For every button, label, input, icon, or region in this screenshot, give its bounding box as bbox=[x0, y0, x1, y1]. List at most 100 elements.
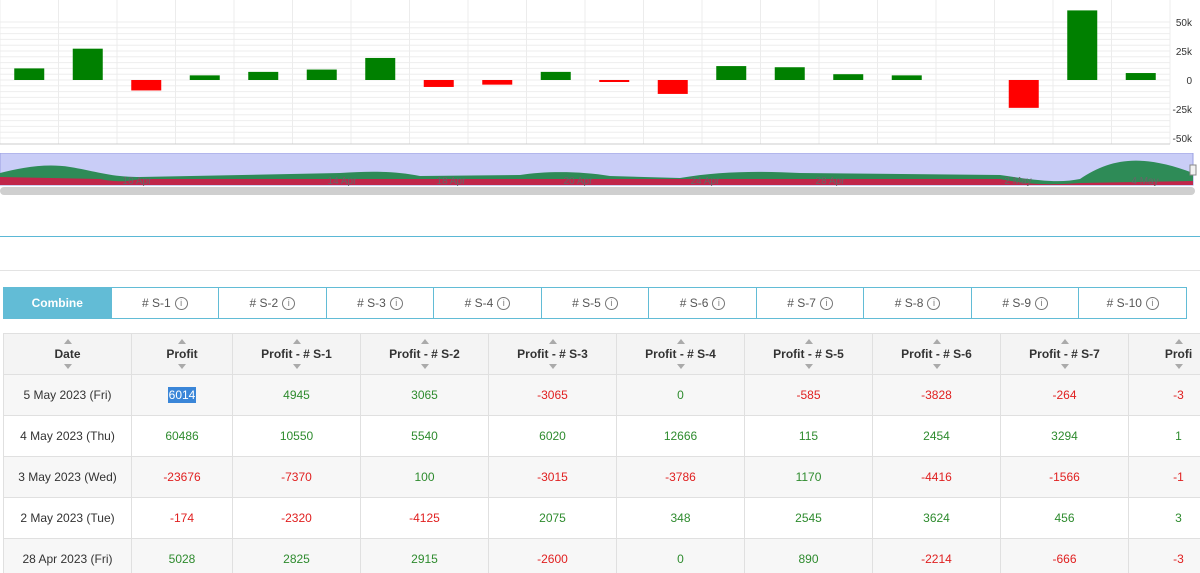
sort-up-icon bbox=[178, 339, 186, 344]
info-icon[interactable]: i bbox=[282, 297, 295, 310]
profit-cell: -4416 bbox=[873, 457, 1001, 498]
info-icon[interactable]: i bbox=[1035, 297, 1048, 310]
profit-cell: -3 bbox=[1129, 375, 1200, 416]
column-header-label: Profit bbox=[166, 347, 197, 361]
chart-bar[interactable] bbox=[775, 67, 805, 80]
profit-cell: -7370 bbox=[233, 457, 361, 498]
column-header[interactable]: Profit - # S-1 bbox=[233, 334, 361, 375]
profit-cell: 2454 bbox=[873, 416, 1001, 457]
date-cell: 28 Apr 2023 (Fri) bbox=[4, 539, 132, 573]
chart-bar[interactable] bbox=[307, 70, 337, 80]
sort-up-icon bbox=[293, 339, 301, 344]
navigator-label: 24 Apr bbox=[691, 176, 721, 187]
chart-bar[interactable] bbox=[541, 72, 571, 80]
profit-cell: 60486 bbox=[132, 416, 233, 457]
selected-value[interactable]: 6014 bbox=[168, 387, 197, 403]
profit-cell: -174 bbox=[132, 498, 233, 539]
date-cell: 5 May 2023 (Fri) bbox=[4, 375, 132, 416]
chart-bar[interactable] bbox=[716, 66, 746, 80]
column-header[interactable]: Profit - # S-4 bbox=[617, 334, 745, 375]
chart-bar[interactable] bbox=[1009, 80, 1039, 108]
navigator-label: 28 Apr bbox=[816, 176, 846, 187]
profit-cell: 1170 bbox=[745, 457, 873, 498]
chart-bar[interactable] bbox=[658, 80, 688, 94]
profit-table-container[interactable]: Date Profit Profit - # S-1 Profit - # S-2 Pr… bbox=[3, 333, 1200, 573]
profit-cell: 0 bbox=[617, 375, 745, 416]
chart-bar[interactable] bbox=[892, 75, 922, 80]
sort-down-icon bbox=[1061, 364, 1069, 369]
sort-down-icon bbox=[64, 364, 72, 369]
chart-bar[interactable] bbox=[599, 80, 629, 82]
navigator-label: 4 May bbox=[1131, 176, 1158, 187]
y-tick-label: 0 bbox=[1186, 76, 1192, 87]
info-icon[interactable]: i bbox=[1146, 297, 1159, 310]
column-header[interactable]: Profit - # S-3 bbox=[489, 334, 617, 375]
info-icon[interactable]: i bbox=[175, 297, 188, 310]
profit-cell: -264 bbox=[1001, 375, 1129, 416]
column-header[interactable]: Profit - # S-5 bbox=[745, 334, 873, 375]
tab-s-10[interactable]: # S-10 i bbox=[1079, 287, 1187, 319]
info-icon[interactable]: i bbox=[605, 297, 618, 310]
navigator-handle[interactable] bbox=[1190, 165, 1196, 175]
tab-s-9[interactable]: # S-9 i bbox=[972, 287, 1080, 319]
column-header[interactable]: Date bbox=[4, 334, 132, 375]
column-header[interactable]: Profit - # S-7 bbox=[1001, 334, 1129, 375]
info-icon[interactable]: i bbox=[927, 297, 940, 310]
profit-cell: -3786 bbox=[617, 457, 745, 498]
tab-combine[interactable]: Combine bbox=[3, 287, 112, 319]
y-tick-label: -50k bbox=[1173, 134, 1193, 145]
chart-bar[interactable] bbox=[1067, 10, 1097, 80]
chart-bar[interactable] bbox=[1126, 73, 1156, 80]
sort-down-icon bbox=[178, 364, 186, 369]
info-icon[interactable]: i bbox=[712, 297, 725, 310]
profit-cell: 0 bbox=[617, 539, 745, 573]
profit-cell: 5028 bbox=[132, 539, 233, 573]
chart-bar[interactable] bbox=[248, 72, 278, 80]
profit-cell: -2600 bbox=[489, 539, 617, 573]
chart-bar[interactable] bbox=[14, 68, 44, 80]
column-header[interactable]: Profit bbox=[132, 334, 233, 375]
sort-down-icon bbox=[293, 364, 301, 369]
info-icon[interactable]: i bbox=[820, 297, 833, 310]
profit-table: Date Profit Profit - # S-1 Profit - # S-2 Pr… bbox=[3, 333, 1200, 573]
chart-bar[interactable] bbox=[73, 49, 103, 80]
chart-bar[interactable] bbox=[131, 80, 161, 90]
chart-bar[interactable] bbox=[365, 58, 395, 80]
sort-up-icon bbox=[64, 339, 72, 344]
profit-cell: -4125 bbox=[361, 498, 489, 539]
column-header[interactable]: Profit - # S-6 bbox=[873, 334, 1001, 375]
profit-cell: -1566 bbox=[1001, 457, 1129, 498]
profit-cell: -3 bbox=[1129, 539, 1200, 573]
sort-down-icon bbox=[549, 364, 557, 369]
column-header-label: Profit - # S-2 bbox=[389, 347, 460, 361]
chart-bar[interactable] bbox=[482, 80, 512, 85]
chart-bar[interactable] bbox=[424, 80, 454, 87]
navigator-scrollbar[interactable] bbox=[0, 187, 1195, 195]
chart-bar[interactable] bbox=[190, 75, 220, 80]
column-header-label: Profit - # S-4 bbox=[645, 347, 716, 361]
tab-label: # S-9 bbox=[1002, 296, 1031, 310]
column-header[interactable]: Profit - # S-2 bbox=[361, 334, 489, 375]
info-icon[interactable]: i bbox=[390, 297, 403, 310]
sort-up-icon bbox=[421, 339, 429, 344]
column-header[interactable]: Profi bbox=[1129, 334, 1200, 375]
chart-bar[interactable] bbox=[833, 74, 863, 80]
info-icon[interactable]: i bbox=[497, 297, 510, 310]
sort-up-icon bbox=[1175, 339, 1183, 344]
tab-label: # S-10 bbox=[1107, 296, 1142, 310]
